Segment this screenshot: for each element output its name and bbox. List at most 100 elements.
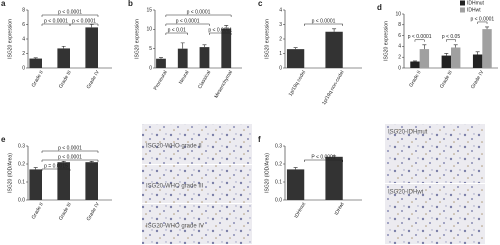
significance-bracket bbox=[69, 23, 99, 26]
significance-bracket bbox=[41, 150, 99, 153]
error-bar bbox=[422, 44, 427, 50]
p-value: p < 0.0001 bbox=[408, 34, 432, 40]
significance-bracket bbox=[165, 23, 210, 26]
chart-panel: d ISG20 expression 0 2 4 6 8 10 Grade II Grade II… bbox=[377, 0, 498, 90]
x-tick-label: Grade IV bbox=[86, 69, 102, 90]
y-tick-label: 2 bbox=[22, 51, 25, 57]
y-tick-label: 8 bbox=[398, 22, 401, 28]
y-tick-label: 10 bbox=[395, 11, 401, 17]
y-tick-label: 0.1 bbox=[18, 179, 25, 185]
error-bar bbox=[89, 24, 94, 28]
bar bbox=[325, 156, 343, 200]
x-tick-label: Proneural bbox=[153, 70, 169, 92]
panel-letter: f bbox=[258, 135, 261, 144]
error-bar bbox=[332, 28, 337, 32]
image-caption: ISG20-WHO grade II bbox=[146, 144, 202, 150]
micrograph bbox=[385, 184, 485, 244]
panel-letter: e bbox=[1, 135, 6, 144]
p-value: p < 0.0001 bbox=[58, 154, 82, 160]
micrograph bbox=[385, 124, 485, 183]
error-bar bbox=[33, 167, 38, 170]
y-tick-label: 0.3 bbox=[18, 143, 25, 149]
y-tick-label: 0 bbox=[279, 65, 282, 71]
y-tick-label: 2 bbox=[279, 36, 282, 42]
significance-bracket bbox=[477, 21, 488, 24]
significance-bracket bbox=[304, 23, 343, 26]
bar bbox=[482, 29, 492, 68]
bar bbox=[441, 55, 451, 68]
chart-panel: e ISG20 (IOD/Area) 0.0 0.1 0.2 0.3 Grade II Gra… bbox=[1, 135, 112, 222]
significance-bracket bbox=[41, 14, 99, 17]
x-tick-label: Grade II bbox=[31, 70, 45, 89]
bar bbox=[199, 47, 210, 68]
p-value: p < 0.01 bbox=[168, 27, 186, 33]
x-tick-label: Mesenchymal bbox=[213, 70, 234, 100]
y-axis-label: ISG20 (IOD/Area) bbox=[264, 153, 270, 193]
panel-letter: c bbox=[258, 0, 263, 8]
y-tick-label: 4 bbox=[22, 36, 25, 42]
y-tick-label: 0.2 bbox=[18, 161, 25, 167]
error-bar bbox=[412, 60, 417, 62]
y-tick-label: 0.1 bbox=[275, 179, 282, 185]
bar bbox=[85, 162, 98, 200]
y-tick-label: 0 bbox=[149, 65, 152, 71]
error-bar bbox=[33, 57, 38, 59]
bar bbox=[177, 48, 188, 68]
y-tick-label: 0.0 bbox=[275, 197, 282, 203]
significance-bracket bbox=[304, 159, 343, 162]
x-tick-label: Neural bbox=[178, 70, 191, 86]
bar bbox=[29, 169, 42, 200]
error-bar bbox=[158, 57, 163, 59]
micrograph bbox=[142, 124, 252, 164]
bar bbox=[410, 61, 420, 68]
bar bbox=[419, 49, 430, 68]
error-bar bbox=[293, 167, 298, 170]
micrograph bbox=[142, 204, 252, 244]
significance-bracket bbox=[41, 168, 71, 171]
bar bbox=[29, 58, 42, 68]
error-bar bbox=[293, 47, 298, 50]
y-tick-label: 0 bbox=[398, 65, 401, 71]
chart-panel: b ISG20 expression 0 5 10 15 Proneural Neural Cl… bbox=[128, 0, 242, 99]
bar bbox=[286, 169, 305, 200]
error-bar bbox=[61, 45, 66, 49]
bar bbox=[221, 28, 232, 69]
chart-panel: f ISG20 (IOD/Area) 0.0 0.1 0.2 0.3 IDHmut IDHwt… bbox=[258, 135, 362, 219]
x-tick-label: Grade II bbox=[31, 202, 45, 221]
y-axis-label: ISG20 expression bbox=[383, 21, 389, 61]
micrograph-panel: ISG20-WHO grade II ISG20-WHO grade III I… bbox=[142, 124, 252, 244]
y-tick-label: 6 bbox=[398, 33, 401, 39]
y-tick-label: 4 bbox=[398, 44, 401, 50]
significance-bracket bbox=[446, 39, 456, 42]
legend-swatch bbox=[460, 7, 465, 13]
error-bar bbox=[453, 44, 458, 48]
y-tick-label: 6 bbox=[22, 22, 25, 28]
micrograph-panel: ISG20-IDHmut ISG20-IDHwt bbox=[385, 124, 485, 244]
y-tick-label: 10 bbox=[146, 27, 152, 33]
x-tick-label: 1p/19q codel bbox=[288, 70, 308, 98]
y-tick-label: 5 bbox=[149, 46, 152, 52]
legend-label: IDHmut bbox=[467, 0, 485, 6]
chart-panel: c ISG20 expression 0 1 2 3 4 1p/19q codel 1p/19q… bbox=[258, 0, 362, 106]
y-tick-label: 0 bbox=[22, 65, 25, 71]
x-tick-label: Grade III bbox=[439, 70, 454, 90]
y-tick-label: 8 bbox=[22, 7, 25, 13]
y-tick-label: 15 bbox=[146, 7, 152, 13]
error-bar bbox=[180, 42, 185, 49]
p-value: p < 0.05 bbox=[442, 34, 460, 40]
y-axis-label: ISG20 expression bbox=[134, 19, 140, 59]
bar bbox=[451, 47, 461, 68]
image-caption: ISG20-WHO grade IV bbox=[146, 224, 204, 230]
image-caption: ISG20-IDHmut bbox=[388, 130, 428, 136]
p-value: p < 0.0001 bbox=[44, 18, 68, 24]
x-tick-label: IDHmut bbox=[293, 201, 307, 219]
y-tick-label: 1 bbox=[279, 51, 282, 57]
bar bbox=[325, 31, 343, 68]
x-tick-label: IDHwt bbox=[334, 201, 346, 216]
bar bbox=[472, 54, 483, 68]
p-value: p = 0.0015 bbox=[44, 163, 68, 169]
panel-letter: a bbox=[1, 0, 6, 8]
panel-letter: b bbox=[128, 0, 133, 8]
significance-bracket bbox=[165, 14, 232, 17]
